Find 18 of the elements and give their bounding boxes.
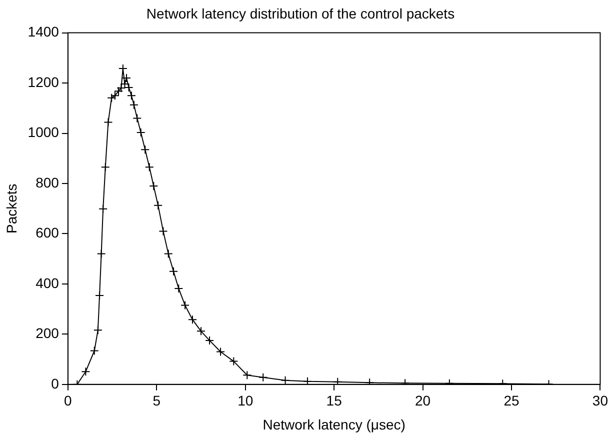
y-tick-label: 800: [36, 174, 60, 190]
y-tick-label: 400: [36, 274, 60, 291]
x-tick-label: 10: [238, 392, 254, 409]
x-tick-label: 25: [504, 392, 520, 409]
y-tick-label: 1000: [28, 124, 60, 140]
y-tick-label: 200: [36, 325, 60, 342]
y-axis-title: Packets: [3, 184, 20, 234]
chart-title: Network latency distribution of the control packets: [146, 5, 455, 22]
x-tick-label: 0: [64, 392, 72, 409]
y-tick-label: 600: [36, 224, 60, 241]
x-tick-label: 5: [152, 392, 161, 409]
x-tick-label: 15: [326, 392, 342, 409]
y-tick-label: 0: [51, 375, 60, 392]
x-axis-title: Network latency (μsec): [262, 416, 406, 432]
x-tick-label: 30: [592, 392, 608, 409]
x-tick-label: 20: [415, 392, 431, 409]
y-tick-label: 1200: [28, 74, 60, 90]
y-tick-label: 1400: [28, 24, 60, 40]
